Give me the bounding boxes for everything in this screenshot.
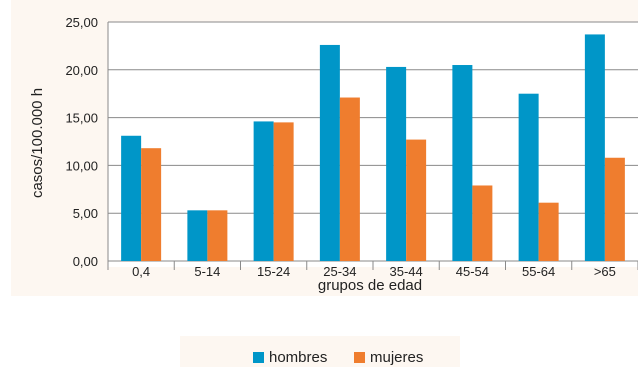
y-tick-label: 15,00 bbox=[65, 111, 98, 126]
y-tick-label: 25,00 bbox=[65, 15, 98, 30]
x-tick-label: 45-54 bbox=[456, 264, 489, 279]
x-tick-label: 55-64 bbox=[522, 264, 555, 279]
x-axis-category-cells bbox=[107, 261, 638, 270]
bar-mujeres-3 bbox=[339, 97, 360, 261]
bar-hombres-5 bbox=[452, 65, 473, 262]
legend: hombres mujeres bbox=[253, 349, 423, 366]
x-tick-label: 25-34 bbox=[323, 264, 356, 279]
bar-mujeres-4 bbox=[406, 139, 427, 261]
bar-marks bbox=[121, 34, 625, 262]
bar-hombres-6 bbox=[518, 93, 539, 261]
x-tick-label: 0,4 bbox=[132, 264, 150, 279]
y-tick-label: 0,00 bbox=[73, 254, 98, 269]
legend-label-hombres: hombres bbox=[269, 349, 327, 366]
bar-hombres-3 bbox=[319, 44, 340, 261]
x-tick-label: 35-44 bbox=[390, 264, 423, 279]
legend-background bbox=[180, 336, 460, 367]
bar-hombres-4 bbox=[386, 66, 407, 261]
y-axis-tick-labels: 0,00 5,00 10,00 15,00 20,00 25,00 bbox=[65, 15, 98, 269]
legend-swatch-hombres bbox=[253, 352, 264, 363]
y-tick-label: 20,00 bbox=[65, 63, 98, 78]
x-axis-label: grupos de edad bbox=[318, 277, 422, 294]
bar-mujeres-0 bbox=[141, 148, 162, 261]
x-axis-tick-labels: 0,4 5-14 15-24 25-34 35-44 45-54 55-64 >65 bbox=[132, 264, 616, 279]
y-axis-label: casos/100.000 h bbox=[29, 88, 46, 198]
bar-hombres-1 bbox=[187, 210, 208, 261]
bar-hombres-7 bbox=[584, 34, 605, 261]
bar-hombres-2 bbox=[253, 121, 274, 261]
y-tick-label: 10,00 bbox=[65, 158, 98, 173]
bar-mujeres-1 bbox=[207, 210, 228, 261]
legend-swatch-mujeres bbox=[354, 352, 365, 363]
bar-hombres-0 bbox=[121, 135, 142, 261]
bar-mujeres-6 bbox=[538, 202, 559, 261]
bar-mujeres-7 bbox=[604, 157, 625, 261]
x-tick-label: 5-14 bbox=[194, 264, 220, 279]
legend-label-mujeres: mujeres bbox=[370, 349, 423, 366]
x-tick-label: >65 bbox=[594, 264, 616, 279]
x-tick-label: 15-24 bbox=[257, 264, 290, 279]
bar-mujeres-2 bbox=[273, 122, 294, 261]
y-tick-label: 5,00 bbox=[73, 206, 98, 221]
bar-mujeres-5 bbox=[472, 185, 493, 261]
